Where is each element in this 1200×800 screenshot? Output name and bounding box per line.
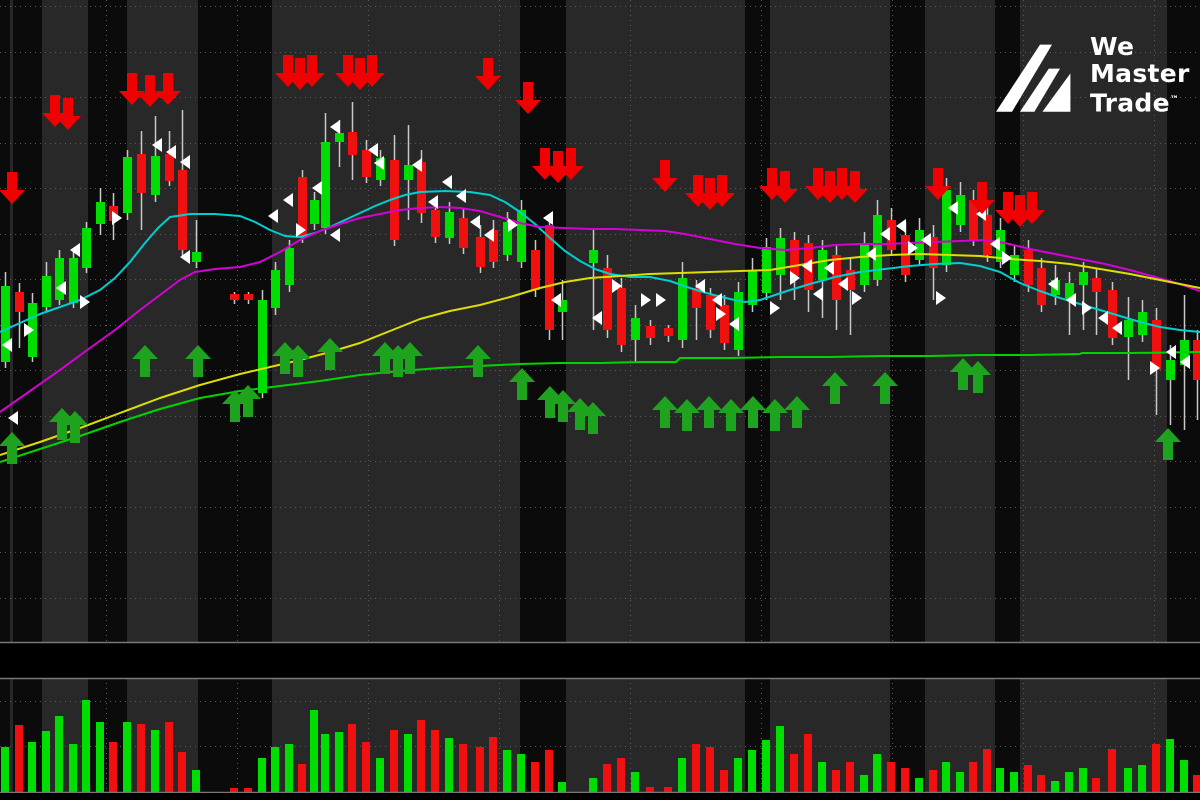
buy-signal-arrow <box>784 396 810 428</box>
sell-signal-arrow <box>842 171 868 203</box>
ma-lines-layer <box>0 190 1200 463</box>
buy-signal-arrow <box>49 408 75 440</box>
sell-signal-arrow <box>119 73 145 105</box>
sell-signal-arrow <box>1019 192 1045 224</box>
buy-signal-arrow <box>0 432 25 464</box>
bottom-strip <box>0 791 1200 800</box>
buy-signal-arrow <box>62 411 88 443</box>
sell-signal-arrow <box>155 73 181 105</box>
buy-signal-arrow <box>652 396 678 428</box>
buy-signal-arrow <box>397 342 423 374</box>
buy-signal-arrow <box>762 399 788 431</box>
sell-signal-arrow <box>0 172 25 204</box>
buy-signal-arrow <box>372 342 398 374</box>
sell-signal-arrow <box>515 82 541 114</box>
buy-signal-arrow <box>965 361 991 393</box>
sell-signal-arrow <box>137 75 163 107</box>
fast-ma-cyan <box>0 190 1200 333</box>
buy-signal-arrow <box>567 398 593 430</box>
volume-bars-layer <box>1 700 1200 792</box>
sell-signal-arrow <box>475 58 501 90</box>
buy-signal-arrow <box>132 345 158 377</box>
buy-signal-arrow <box>718 399 744 431</box>
brand-logo: We Master Trade™ <box>996 30 1190 120</box>
buy-signal-arrow <box>465 345 491 377</box>
buy-signal-arrow <box>950 358 976 390</box>
signal-arrows-layer <box>0 55 1181 464</box>
buy-signal-arrow <box>740 396 766 428</box>
buy-signal-arrow <box>509 368 535 400</box>
buy-signal-arrow <box>537 386 563 418</box>
buy-signal-arrow <box>285 345 311 377</box>
buy-signal-arrow <box>235 385 261 417</box>
brand-logo-arrow-icon <box>996 44 1071 112</box>
buy-signal-arrow <box>317 338 343 370</box>
slow-ma-yellow <box>0 253 1200 456</box>
buy-signal-arrow <box>550 390 576 422</box>
sell-signal-arrow <box>969 182 995 214</box>
buy-signal-arrow <box>1155 428 1181 460</box>
sell-signal-arrow <box>545 151 571 183</box>
trend-ma-green <box>0 351 1200 463</box>
sell-signal-arrow <box>359 55 385 87</box>
panel-separator <box>0 641 1200 680</box>
sell-signal-arrow <box>55 98 81 130</box>
buy-signal-arrow <box>822 372 848 404</box>
buy-signal-arrow <box>580 402 606 434</box>
buy-signal-arrow <box>872 372 898 404</box>
sell-signal-arrow <box>652 160 678 192</box>
buy-signal-arrow <box>696 396 722 428</box>
buy-signal-arrow <box>674 399 700 431</box>
brand-logo-text: We Master Trade™ <box>1090 33 1190 116</box>
sell-signal-arrow <box>558 148 584 180</box>
buy-signal-arrow <box>185 345 211 377</box>
trademark-symbol: ™ <box>1169 95 1180 106</box>
logo-line-master: Master <box>1090 59 1190 89</box>
mid-ma-magenta <box>0 206 1200 413</box>
buy-signal-arrow <box>272 342 298 374</box>
sell-signal-arrow <box>299 55 325 87</box>
logo-line-trade: Trade™ <box>1090 88 1180 118</box>
sell-signal-arrow <box>772 171 798 203</box>
logo-line-we: We <box>1090 32 1135 62</box>
fractal-markers-layer <box>2 120 1190 425</box>
sell-signal-arrow <box>925 168 951 200</box>
sell-signal-arrow <box>709 175 735 207</box>
